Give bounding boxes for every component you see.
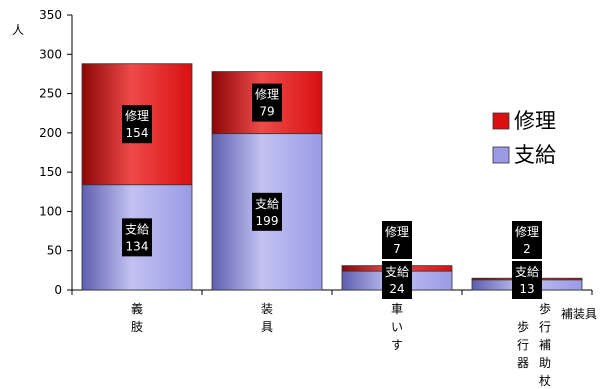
- data-label-background: [122, 218, 152, 257]
- y-tick-label: 250: [39, 87, 62, 101]
- data-label-value: 199: [256, 214, 279, 228]
- data-label-series: 支給: [255, 197, 279, 211]
- data-label-series: 修理: [385, 224, 409, 239]
- legend-label-supply: 支給: [514, 143, 556, 167]
- data-label-value: 24: [389, 282, 404, 296]
- data-label-series: 支給: [125, 222, 149, 236]
- data-label: 修理 79: [252, 83, 282, 122]
- y-tick-label: 200: [39, 126, 62, 140]
- data-label-value: 2: [523, 242, 531, 256]
- data-label: 修理 154: [122, 105, 152, 144]
- data-label-series: 修理: [255, 87, 279, 102]
- category-label-sougu: 装具: [261, 302, 273, 334]
- y-tick-label: 350: [39, 8, 62, 22]
- data-label-background: [252, 83, 282, 122]
- data-label: 支給 199: [252, 192, 282, 231]
- category-label-hosougu: 補装具: [561, 307, 597, 321]
- data-label-series: 支給: [385, 265, 409, 279]
- data-label-background: [382, 221, 412, 259]
- data-label-series: 修理: [125, 108, 149, 123]
- data-label-value: 7: [393, 242, 401, 256]
- data-label: 支給 134: [122, 218, 152, 257]
- y-tick-label: 300: [39, 47, 62, 61]
- legend-swatch-supply: [492, 146, 510, 164]
- y-tick-label: 150: [39, 165, 62, 179]
- data-label: 支給 13: [512, 261, 542, 299]
- data-label-series: 修理: [515, 224, 539, 239]
- legend-swatch-repair: [492, 112, 510, 130]
- category-label-kurumaisu: 車いす: [391, 302, 403, 352]
- data-label-background: [512, 261, 542, 299]
- y-tick-label: 50: [47, 244, 62, 258]
- category-label-hokouki: 歩行器: [517, 319, 529, 370]
- data-label-value: 154: [126, 126, 149, 140]
- data-label-value: 134: [126, 239, 149, 253]
- data-label: 支給 24: [382, 261, 412, 299]
- data-label-background: [252, 192, 282, 231]
- data-label-value: 13: [519, 282, 534, 296]
- y-tick-label: 0: [54, 283, 62, 297]
- y-axis-label: 人: [12, 23, 24, 37]
- y-tick-label: 100: [39, 204, 62, 218]
- data-label: 修理 2: [512, 221, 542, 259]
- data-label-background: [122, 105, 152, 144]
- data-label-background: [382, 261, 412, 299]
- category-label-hokou-hojozue: 歩行補助杖: [539, 301, 551, 388]
- category-label-gishi: 義肢: [131, 301, 143, 334]
- data-label-background: [512, 221, 542, 259]
- data-label-series: 支給: [515, 265, 539, 279]
- data-label: 修理 7: [382, 221, 412, 259]
- legend-label-repair: 修理: [514, 109, 556, 133]
- data-label-value: 79: [259, 105, 274, 119]
